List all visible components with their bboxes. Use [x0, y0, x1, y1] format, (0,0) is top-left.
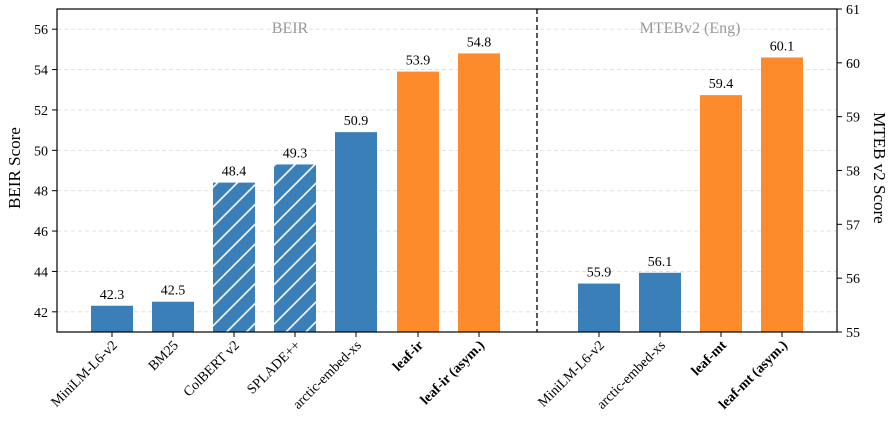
bar-ColBERT v2 [213, 182, 255, 332]
bar-leaf-mt (asym.) [761, 57, 803, 332]
left-y-tick-label: 50 [34, 144, 48, 159]
bar-value-label: 59.4 [709, 77, 734, 92]
left-y-tick-label: 52 [34, 104, 48, 119]
bar-leaf-ir (asym.) [458, 53, 500, 332]
bar-value-label: 42.3 [100, 288, 125, 303]
bar-leaf-mt [700, 95, 742, 332]
x-tick-label: MiniLM-L6-v2 [49, 338, 121, 410]
bar-arctic-embed-xs [639, 272, 681, 332]
bar-SPLADE++ [274, 164, 316, 332]
left-y-tick-label: 42 [34, 306, 48, 321]
bar-value-label: 53.9 [406, 54, 431, 69]
bar-value-label: 49.3 [283, 146, 308, 161]
x-tick-label: leaf-mt [689, 338, 730, 379]
axis-layer [52, 8, 842, 337]
bar-value-label: 50.9 [344, 114, 369, 129]
x-tick-label: ColBERT v2 [181, 338, 243, 400]
left-y-tick-label: 44 [34, 265, 48, 280]
bar-value-label: 54.8 [467, 35, 492, 50]
bar-value-label: 42.5 [161, 284, 186, 299]
bar-leaf-ir [397, 71, 439, 333]
x-tick-label: leaf-ir (asym.) [418, 338, 488, 408]
left-y-tick-label: 46 [34, 225, 48, 240]
bar-value-label: 56.1 [648, 255, 673, 270]
bar-value-label: 55.9 [587, 266, 612, 281]
right-y-tick-label: 59 [846, 111, 860, 126]
bar-layer [91, 53, 803, 333]
right-y-tick-label: 57 [846, 218, 860, 233]
bar-value-label: 60.1 [770, 39, 795, 54]
bar-BM25 [152, 301, 194, 332]
left-panel-title: BEIR [272, 20, 309, 37]
x-tick-label: BM25 [146, 338, 182, 374]
right-y-tick-label: 56 [846, 272, 860, 287]
left-y-tick-label: 56 [34, 23, 48, 38]
x-tick-label: SPLADE++ [245, 338, 304, 397]
x-tick-label: leaf-ir [390, 338, 426, 374]
left-y-tick-label: 54 [34, 64, 48, 79]
plot-frame [56, 8, 838, 333]
bar-MiniLM-L6-v2 [91, 305, 133, 332]
bar-arctic-embed-xs [335, 132, 377, 332]
right-y-tick-label: 61 [846, 3, 860, 18]
left-y-tick-label: 48 [34, 185, 48, 200]
bar-MiniLM-L6-v2 [578, 283, 620, 332]
right-y-axis-label: MTEB v2 Score [870, 112, 888, 223]
right-panel-title: MTEBv2 (Eng) [640, 20, 741, 37]
right-y-tick-label: 55 [846, 326, 860, 341]
right-y-tick-label: 58 [846, 165, 860, 180]
right-y-tick-label: 60 [846, 57, 860, 72]
left-y-axis-label: BEIR Score [5, 127, 24, 209]
bar-value-label: 48.4 [222, 165, 247, 180]
